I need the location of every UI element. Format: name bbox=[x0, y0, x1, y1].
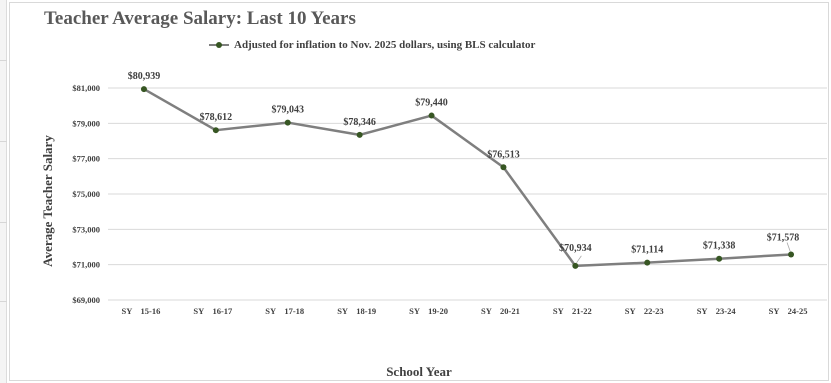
data-label: $70,934 bbox=[559, 243, 592, 254]
x-tick-label: SY 19-20 bbox=[409, 306, 448, 316]
data-point bbox=[212, 127, 219, 134]
x-tick-label: SY 21-22 bbox=[553, 306, 592, 316]
y-tick-label: $77,000 bbox=[72, 154, 100, 164]
data-label: $79,440 bbox=[415, 98, 448, 109]
left-panel-edge bbox=[0, 0, 7, 383]
data-label: $71,114 bbox=[631, 245, 663, 256]
chart-frame bbox=[9, 2, 829, 381]
left-panel-tick bbox=[0, 60, 7, 61]
x-tick-label: SY 20-21 bbox=[481, 306, 520, 316]
label-leader-line bbox=[786, 242, 791, 252]
data-point bbox=[572, 262, 579, 269]
y-tick-label: $79,000 bbox=[72, 118, 100, 128]
data-point bbox=[140, 86, 147, 93]
chart-title: Teacher Average Salary: Last 10 Years bbox=[44, 8, 356, 29]
data-point bbox=[284, 119, 291, 126]
data-label: $76,513 bbox=[487, 149, 520, 160]
label-leader-line bbox=[576, 255, 582, 264]
x-tick-label: SY 17-18 bbox=[265, 306, 304, 316]
y-tick-label: $69,000 bbox=[72, 295, 100, 305]
data-label: $80,939 bbox=[128, 71, 161, 82]
data-point bbox=[428, 112, 435, 119]
x-tick-label: SY 22-23 bbox=[625, 306, 664, 316]
data-label: $71,338 bbox=[703, 241, 736, 252]
data-label: $79,043 bbox=[272, 105, 305, 116]
data-label: $71,578 bbox=[767, 232, 800, 243]
x-tick-label: SY 15-16 bbox=[122, 306, 161, 316]
left-panel-tick bbox=[0, 301, 7, 302]
y-tick-label: $75,000 bbox=[72, 189, 100, 199]
data-point bbox=[644, 259, 651, 266]
data-label: $78,346 bbox=[343, 117, 376, 128]
x-axis-title: School Year bbox=[386, 364, 452, 379]
left-panel-tick bbox=[0, 222, 7, 223]
left-panel-tick bbox=[0, 141, 7, 142]
legend-label: Adjusted for inflation to Nov. 2025 doll… bbox=[234, 39, 536, 51]
x-tick-label: SY 24-25 bbox=[769, 306, 808, 316]
y-tick-label: $71,000 bbox=[72, 260, 100, 270]
series-line bbox=[143, 87, 792, 268]
legend-line-marker-icon bbox=[209, 42, 229, 48]
x-tick-label: SY 23-24 bbox=[697, 306, 737, 316]
chart-legend: Adjusted for inflation to Nov. 2025 doll… bbox=[209, 38, 535, 52]
data-point bbox=[788, 251, 795, 258]
data-point bbox=[500, 164, 507, 171]
x-tick-label: SY 16-17 bbox=[193, 306, 233, 316]
y-tick-label: $73,000 bbox=[72, 224, 100, 234]
data-point bbox=[716, 255, 723, 262]
data-label: $78,612 bbox=[200, 112, 233, 123]
x-tick-label: SY 18-19 bbox=[337, 306, 376, 316]
data-point bbox=[356, 131, 363, 138]
y-tick-label: $81,000 bbox=[72, 83, 100, 93]
